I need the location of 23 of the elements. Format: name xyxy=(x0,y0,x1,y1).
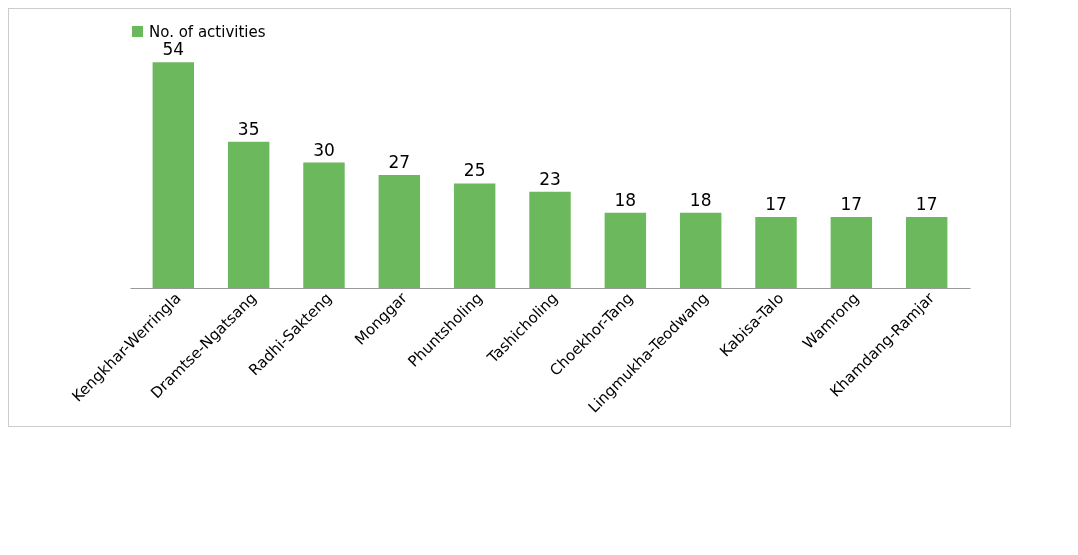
bar xyxy=(905,216,948,288)
data-label: 17 xyxy=(915,193,938,214)
data-label: 18 xyxy=(614,189,637,210)
data-label: 17 xyxy=(840,193,863,214)
data-label: 17 xyxy=(765,193,787,214)
bar xyxy=(378,175,421,288)
data-label: 23 xyxy=(539,168,561,189)
bar xyxy=(303,162,345,288)
data-label: 54 xyxy=(162,39,185,60)
bar xyxy=(453,183,496,288)
bar xyxy=(227,141,270,288)
data-label: 18 xyxy=(689,189,712,210)
data-label: 30 xyxy=(313,139,335,160)
data-label: 35 xyxy=(237,118,260,139)
bar xyxy=(529,191,571,288)
bar xyxy=(830,216,873,288)
data-label: 27 xyxy=(388,152,411,173)
bar xyxy=(604,212,647,288)
bar xyxy=(152,62,195,288)
data-label: 25 xyxy=(463,160,486,181)
bar xyxy=(679,212,722,288)
bar xyxy=(755,216,797,288)
legend-label: No. of activities xyxy=(149,22,266,41)
